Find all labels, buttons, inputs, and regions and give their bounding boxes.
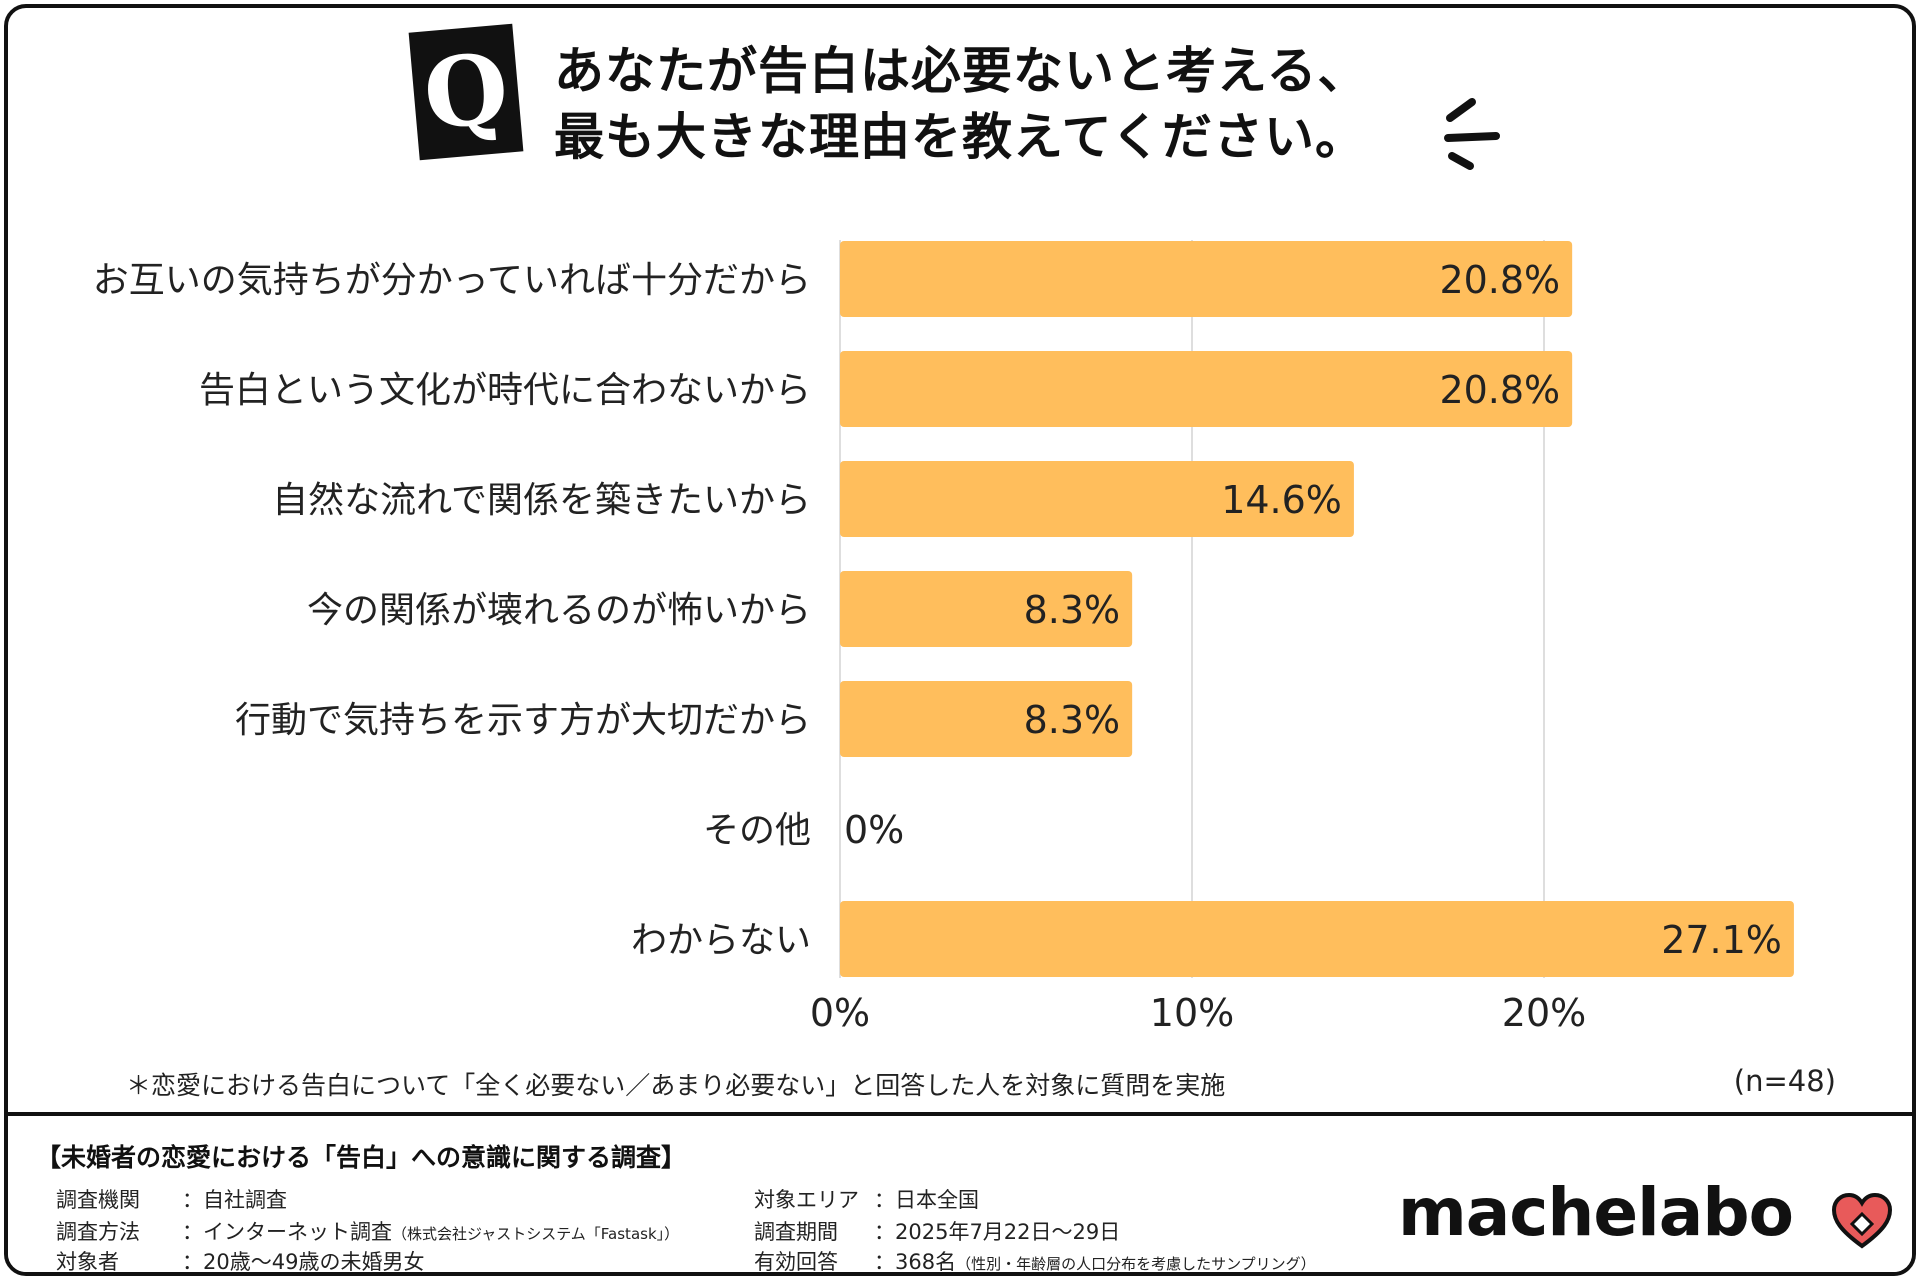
info-value: ：20歳〜49歳の未婚男女 <box>182 1250 425 1274</box>
bar <box>840 241 1573 317</box>
value-label: 27.1% <box>1661 918 1782 962</box>
info-value: ：2025年7月22日〜29日 <box>874 1220 1121 1244</box>
x-tick-label: 0% <box>810 991 870 1035</box>
info-value: ：日本全国 <box>874 1188 979 1212</box>
info-value: ：インターネット調査 <box>182 1220 392 1244</box>
bar <box>840 351 1573 427</box>
bar <box>840 681 1133 757</box>
info-row-organization: 調査機関 ：自社調査 <box>56 1184 287 1214</box>
question-title: あなたが告白は必要ないと考える、 最も大きな理由を教えてください。 <box>554 38 1369 170</box>
heart-icon <box>1831 1192 1893 1249</box>
info-row-area: 対象エリア ：日本全国 <box>754 1184 979 1214</box>
bar <box>840 461 1354 537</box>
value-label: 8.3% <box>1024 588 1121 632</box>
value-label: 20.8% <box>1439 258 1560 302</box>
category-label: わからない <box>631 920 811 961</box>
bar <box>840 901 1794 977</box>
info-key: 対象エリア <box>754 1188 859 1212</box>
info-key: 調査期間 <box>754 1220 838 1244</box>
value-label: 8.3% <box>1024 698 1121 742</box>
info-note: （性別・年齢層の人口分布を考慮したサンプリング） <box>956 1255 1316 1273</box>
value-label: 14.6% <box>1221 478 1342 522</box>
info-key: 対象者 <box>56 1250 119 1274</box>
info-row-responses: 有効回答 ：368名（性別・年齢層の人口分布を考慮したサンプリング） <box>754 1246 1316 1274</box>
info-key: 調査方法 <box>56 1220 140 1244</box>
info-row-period: 調査期間 ：2025年7月22日〜29日 <box>754 1216 1120 1246</box>
info-key: 調査機関 <box>56 1188 140 1212</box>
info-key: 有効回答 <box>754 1250 838 1274</box>
sample-size: (n=48) <box>1733 1064 1836 1098</box>
title-line-1: あなたが告白は必要ないと考える、 <box>554 42 1369 100</box>
info-value: ：自社調査 <box>182 1188 287 1212</box>
survey-footer: 【未婚者の恋愛における「告白」への意識に関する調査】 調査機関 ：自社調査 調査方… <box>8 1112 1912 1274</box>
bar <box>840 571 1133 647</box>
title-line-2: 最も大きな理由を教えてください。 <box>554 108 1366 166</box>
category-label: その他 <box>703 810 811 851</box>
survey-title: 【未婚者の恋愛における「告白」への意識に関する調査】 <box>36 1143 687 1172</box>
machelabo-logo: machelabo <box>1398 1174 1794 1251</box>
category-label: 行動で気持ちを示す方が大切だから <box>235 700 811 741</box>
value-label: 0% <box>844 808 904 852</box>
category-label: お互いの気持ちが分かっていれば十分だから <box>93 260 811 301</box>
category-label: 今の関係が壊れるのが怖いから <box>307 590 811 631</box>
survey-note: ＊恋愛における告白について「全く必要ない／あまり必要ない」と回答した人を対象に質… <box>126 1071 1226 1100</box>
category-label: 自然な流れで関係を築きたいから <box>272 480 811 521</box>
emphasis-burst-icon <box>1444 98 1500 170</box>
x-tick-label: 20% <box>1502 991 1586 1035</box>
info-row-target: 対象者 ：20歳〜49歳の未婚男女 <box>56 1246 425 1274</box>
infographic-frame: Q あなたが告白は必要ないと考える、 最も大きな理由を教えてください。 0% 10… <box>4 4 1916 1276</box>
category-label: 告白という文化が時代に合わないから <box>199 370 811 411</box>
info-value: ：368名 <box>874 1250 957 1274</box>
bar-chart: 0% 10% 20% お互いの気持ちが分かっていれば十分だから 20.8% 告白という文化… <box>93 240 1794 1035</box>
info-row-method: 調査方法 ：インターネット調査（株式会社ジャストシステム「Fastask」） <box>56 1216 679 1246</box>
x-tick-label: 10% <box>1150 991 1234 1035</box>
info-note: （株式会社ジャストシステム「Fastask」） <box>392 1225 680 1243</box>
value-label: 20.8% <box>1439 368 1560 412</box>
